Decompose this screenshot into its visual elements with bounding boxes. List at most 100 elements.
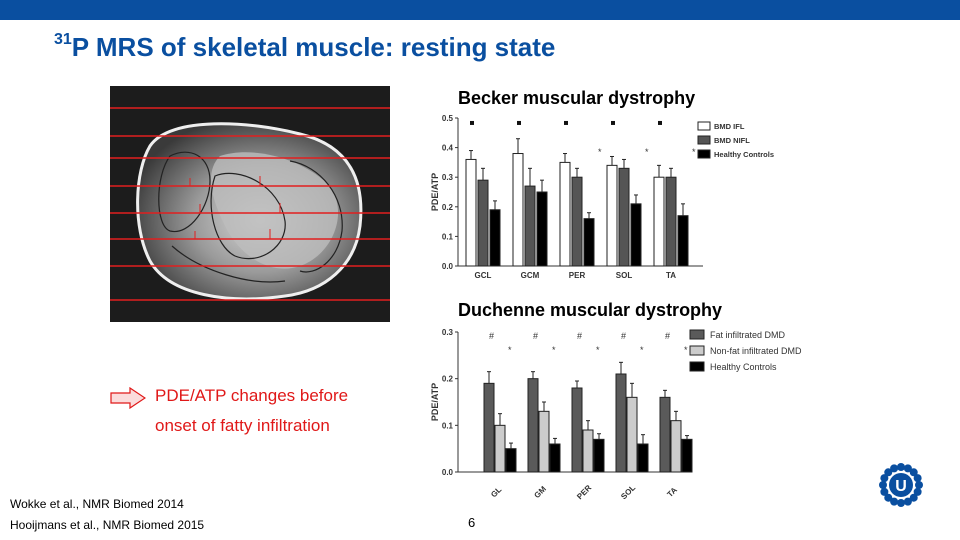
callout-line-1: PDE/ATP changes before <box>155 386 349 405</box>
legend-label: Healthy Controls <box>710 362 777 372</box>
umc-utrecht-sun-logo-icon: U <box>879 463 923 507</box>
significance-square <box>470 120 474 125</box>
legend-label: BMD NIFL <box>714 136 750 145</box>
significance-star: * <box>508 345 512 355</box>
logo-ray <box>890 464 899 473</box>
y-tick-label: 0.3 <box>442 173 454 182</box>
legend-label: BMD IFL <box>714 122 745 131</box>
logo-ray <box>903 497 912 506</box>
y-axis-label: PDE/ATP <box>430 173 440 211</box>
significance-square <box>564 120 568 125</box>
bar <box>665 176 677 267</box>
becker-bar-chart: 0.0 0.1 0.2 0.3 0.4 0.5 PDE/ATP GCL GCM PER * SOL * T… <box>430 114 774 280</box>
significance-square <box>517 120 521 125</box>
bar <box>465 158 477 267</box>
significance-hash: # <box>533 331 538 341</box>
bar <box>489 209 501 267</box>
legend-label: Fat infiltrated DMD <box>710 330 786 340</box>
right-arrow-icon <box>110 387 146 409</box>
bar <box>571 176 583 267</box>
bar <box>615 373 627 473</box>
bar <box>593 438 605 473</box>
logo-ray <box>897 463 905 471</box>
bar <box>494 424 506 473</box>
callout-line-2: onset of fatty infiltration <box>155 416 330 435</box>
y-tick-label: 0.1 <box>442 232 454 241</box>
y-tick-label: 0.1 <box>442 421 454 430</box>
bar <box>677 215 689 267</box>
x-tick-label: PER <box>569 271 586 280</box>
logo-ray <box>913 474 922 483</box>
y-tick-label: 0.3 <box>442 328 454 337</box>
x-tick-label: TA <box>665 485 679 499</box>
legend-swatch <box>697 149 711 159</box>
bar <box>637 443 649 473</box>
significance-star: * <box>684 345 688 355</box>
significance-hash: # <box>621 331 626 341</box>
x-tick-label: GCM <box>521 271 540 280</box>
reference-2: Hooijmans et al., NMR Biomed 2015 <box>10 518 205 532</box>
significance-square <box>658 120 662 125</box>
significance-square <box>611 120 615 125</box>
logo-ray <box>913 487 922 496</box>
top-banner <box>0 0 960 20</box>
legend-swatch <box>689 361 705 372</box>
significance-star: * <box>645 147 649 157</box>
becker-chart-title: Becker muscular dystrophy <box>458 88 696 108</box>
bar <box>538 410 550 473</box>
y-tick-label: 0.4 <box>442 144 454 153</box>
bar <box>659 396 671 473</box>
legend-swatch <box>689 345 705 356</box>
significance-hash: # <box>489 331 494 341</box>
bar <box>630 203 642 267</box>
bar <box>681 438 693 473</box>
bar <box>670 420 682 473</box>
logo-ray <box>909 468 918 477</box>
bar <box>477 179 489 267</box>
y-tick-label: 0.5 <box>442 114 454 123</box>
y-tick-label: 0.2 <box>442 375 454 384</box>
x-tick-label: GM <box>532 484 548 500</box>
bar <box>583 218 595 267</box>
logo-ray <box>909 493 918 502</box>
bar <box>582 429 594 473</box>
bar <box>505 448 517 473</box>
bar <box>618 167 630 267</box>
y-tick-label: 0.0 <box>442 262 454 271</box>
bar <box>549 443 561 473</box>
bar <box>524 185 536 267</box>
x-tick-label: GCL <box>475 271 492 280</box>
x-tick-label: GL <box>489 485 503 499</box>
bar <box>559 161 571 267</box>
bar <box>653 176 665 267</box>
significance-hash: # <box>665 331 670 341</box>
mri-scan-image <box>110 86 390 322</box>
duchenne-bar-chart: 0.0 0.1 0.2 0.3 PDE/ATP # * GL # * GM # * PER # * SOL # * T… <box>430 328 802 501</box>
y-tick-label: 0.0 <box>442 468 454 477</box>
significance-star: * <box>640 345 644 355</box>
logo-ray <box>903 464 912 473</box>
bar <box>626 396 638 473</box>
reference-1: Wokke et al., NMR Biomed 2014 <box>10 497 184 511</box>
logo-ray <box>879 481 887 489</box>
x-tick-label: SOL <box>619 483 637 501</box>
significance-star: * <box>598 147 602 157</box>
x-tick-label: TA <box>666 271 676 280</box>
logo-ray <box>880 474 889 483</box>
page-number: 6 <box>468 515 476 530</box>
logo-ray <box>897 499 905 507</box>
logo-ray <box>884 468 893 477</box>
x-tick-label: PER <box>575 483 593 501</box>
svg-text:U: U <box>895 478 907 495</box>
logo-ray <box>890 497 899 506</box>
bar <box>536 191 548 267</box>
legend-swatch <box>697 135 711 145</box>
legend-label: Non-fat infiltrated DMD <box>710 346 802 356</box>
legend-swatch <box>689 329 705 340</box>
logo-ray <box>884 493 893 502</box>
y-axis-label: PDE/ATP <box>430 383 440 421</box>
bar <box>512 153 524 267</box>
significance-star: * <box>596 345 600 355</box>
significance-hash: # <box>577 331 582 341</box>
bar <box>527 378 539 473</box>
